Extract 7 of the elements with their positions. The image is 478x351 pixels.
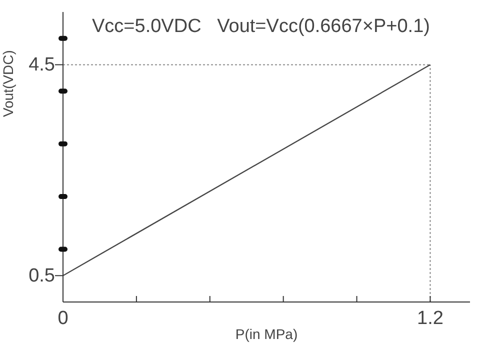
x-tick-label: 1.2 (417, 308, 444, 329)
x-axis-title: P(in MPa) (235, 326, 298, 342)
x-tick-label: 0 (58, 308, 68, 329)
y-axis-title: Vout(VDC) (0, 50, 16, 117)
chart-title: Vcc=5.0VDC Vout=Vcc(0.6667×P+0.1) (92, 16, 430, 38)
y-tick-label: 4.5 (28, 54, 55, 76)
y-tick-label: 0.5 (28, 266, 55, 287)
